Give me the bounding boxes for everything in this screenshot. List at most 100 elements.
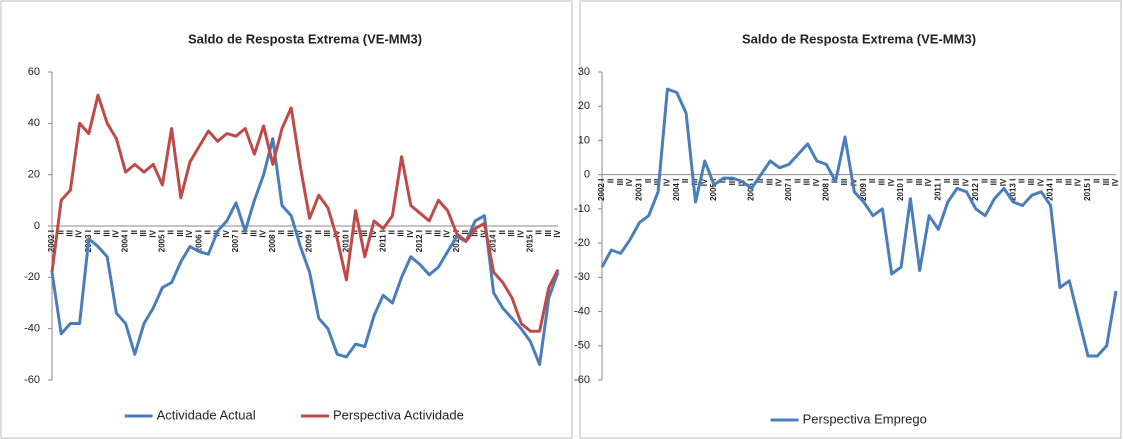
x-tick-label: 2015 I [1083,179,1092,201]
x-tick-label: III [286,230,295,237]
y-tick-label: -50 [574,340,590,352]
x-tick-label: III [728,179,737,186]
chart-title: Saldo de Resposta Extrema (VE-MM3) [188,31,422,46]
x-tick-label: IV [259,229,268,237]
y-tick-label: 0 [34,220,40,232]
x-tick-label: II [535,230,544,234]
x-tick-label: II [793,179,802,183]
x-tick-label: 2002 I [597,179,606,201]
x-tick-label: II [681,179,690,183]
x-tick-label: III [1102,179,1111,186]
x-tick-label: III [139,230,148,237]
x-tick-label: III [877,179,886,186]
x-tick-label: IV [775,178,784,186]
x-tick-label: III [360,230,369,237]
x-tick-label: IV [924,178,933,186]
x-tick-label: 2013 I [452,230,461,252]
x-tick-label: III [397,230,406,237]
y-tick-label: -60 [24,374,40,386]
x-tick-label: III [102,230,111,237]
x-tick-label: II [56,230,65,234]
x-tick-label: 2005 I [158,230,167,252]
x-tick-label: IV [480,229,489,237]
x-tick-label: II [461,230,470,234]
panel-right [579,0,1122,439]
x-tick-label: III [544,230,553,237]
y-tick-label: -40 [24,323,40,335]
x-tick-label: IV [812,178,821,186]
x-tick-label: 2011 I [378,230,387,252]
x-tick-label: II [388,230,397,234]
x-tick-label: II [1018,179,1027,183]
x-tick-label: IV [1074,178,1083,186]
x-tick-label: II [314,230,323,234]
series-line [50,137,560,367]
x-tick-label: II [644,179,653,183]
x-tick-label: III [1027,179,1036,186]
x-tick-label: IV [112,229,121,237]
y-tick-label: 10 [578,134,590,146]
chart-title: Saldo de Resposta Extrema (VE-MM3) [742,31,976,46]
x-tick-label: 2009 I [305,230,314,252]
x-tick-label: II [1055,179,1064,183]
x-tick-label: 2010 I [896,179,905,201]
x-tick-label: 2003 I [634,179,643,201]
x-tick-label: 2004 I [672,179,681,201]
x-tick-label: IV [887,178,896,186]
x-tick-label: IV [148,229,157,237]
x-tick-label: 2014 I [1046,179,1055,201]
x-tick-label: 2006 I [194,230,203,252]
x-tick-label: II [1092,179,1101,183]
x-tick-label: IV [75,229,84,237]
x-tick-label: 2004 I [121,230,130,252]
x-tick-label: IV [962,178,971,186]
x-tick-label: IV [406,229,415,237]
y-tick-label: -20 [24,271,40,283]
x-tick-label: II [498,230,507,234]
x-tick-label: 2008 I [821,179,830,201]
x-tick-label: III [176,230,185,237]
x-tick-label: II [130,230,139,234]
x-tick-label: III [470,230,479,237]
x-tick-label: 2014 I [489,230,498,252]
x-tick-label: IV [296,229,305,237]
x-tick-label: II [606,179,615,183]
y-tick-label: 0 [584,169,590,181]
x-tick-label: II [719,179,728,183]
x-tick-label: III [840,179,849,186]
x-tick-label: 2005 I [709,179,718,201]
y-tick-label: -40 [574,305,590,317]
legend-label: Perspectiva Actividade [333,407,464,422]
x-tick-label: IV [185,229,194,237]
x-tick-label: III [250,230,259,237]
x-tick-label: II [167,230,176,234]
x-tick-label: IV [625,178,634,186]
x-tick-label: III [952,179,961,186]
x-tick-label: III [616,179,625,186]
x-tick-label: III [323,230,332,237]
x-tick-label: II [277,230,286,234]
y-tick-label: -20 [574,237,590,249]
x-tick-label: IV [700,178,709,186]
x-tick-label: III [765,179,774,186]
x-tick-label: II [906,179,915,183]
y-tick-label: 60 [28,66,40,78]
y-tick-label: -60 [574,374,590,386]
y-tick-label: -10 [574,203,590,215]
x-tick-label: III [507,230,516,237]
x-tick-label: 2009 I [859,179,868,201]
x-tick-label: 2012 I [415,230,424,252]
series-line [50,93,560,333]
x-tick-label: 2012 I [971,179,980,201]
x-tick-label: IV [663,178,672,186]
x-tick-label: II [868,179,877,183]
x-tick-label: 2007 I [231,230,240,252]
x-tick-label: 2015 I [526,230,535,252]
y-tick-label: -30 [574,271,590,283]
x-tick-label: II [351,230,360,234]
x-tick-label: III [1064,179,1073,186]
y-tick-label: 40 [28,117,40,129]
x-tick-label: II [943,179,952,183]
x-tick-label: IV [369,229,378,237]
